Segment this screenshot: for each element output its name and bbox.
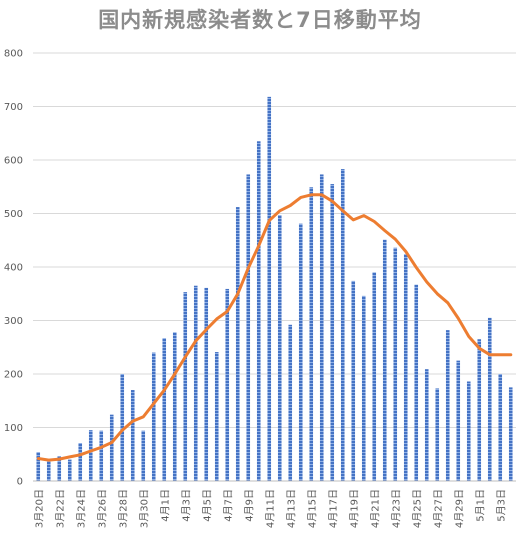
bar <box>330 184 335 481</box>
x-tick-label: 4月11日 <box>264 489 276 528</box>
bar <box>277 215 282 482</box>
bar <box>382 239 387 481</box>
x-tick-label: 3月24日 <box>75 489 87 528</box>
x-tick-label: 3月22日 <box>54 489 66 528</box>
x-tick-label: 4月23日 <box>390 489 402 528</box>
x-tick-label: 4月15日 <box>306 489 318 528</box>
bar <box>57 456 62 481</box>
bar <box>235 207 240 481</box>
bar <box>414 284 419 481</box>
bar <box>403 254 408 481</box>
y-tick-label: 400 <box>4 263 23 274</box>
bar <box>319 174 324 481</box>
y-tick-label: 700 <box>4 102 23 113</box>
x-tick-label: 4月7日 <box>222 489 234 522</box>
bar <box>498 374 503 481</box>
chart-title: 国内新規感染者数と7日移動平均 <box>98 8 422 32</box>
bar <box>361 295 366 481</box>
bar <box>298 223 303 482</box>
bar <box>477 339 482 481</box>
bar <box>162 338 167 481</box>
bar <box>88 430 93 481</box>
bar <box>151 352 156 481</box>
y-tick-label: 0 <box>17 477 23 488</box>
x-tick-label: 4月19日 <box>348 489 360 528</box>
x-tick-label: 5月3日 <box>495 489 507 522</box>
bar <box>99 430 104 481</box>
bar <box>109 414 114 481</box>
bar <box>424 369 429 481</box>
bar <box>78 443 83 481</box>
x-tick-label: 4月27日 <box>432 489 444 528</box>
bar <box>288 324 293 481</box>
bar <box>256 141 261 481</box>
x-tick-label: 4月21日 <box>369 489 381 528</box>
x-tick-label: 4月3日 <box>180 489 192 522</box>
x-tick-label: 3月26日 <box>96 489 108 528</box>
bar <box>508 387 513 481</box>
y-tick-label: 300 <box>4 316 23 327</box>
bar <box>393 247 398 481</box>
x-tick-label: 4月9日 <box>243 489 255 522</box>
y-tick-label: 100 <box>4 423 23 434</box>
bar <box>183 292 188 481</box>
y-tick-label: 800 <box>4 49 23 60</box>
y-tick-label: 500 <box>4 209 23 220</box>
gridlines <box>33 52 516 482</box>
bar <box>130 390 135 481</box>
moving-average-line <box>36 193 513 462</box>
y-tick-label: 200 <box>4 370 23 381</box>
bar <box>204 287 209 481</box>
x-axis: 3月20日 3月22日 3月24日 3月26日 3月28日 3月30日 4月1日 4月3日 4月… <box>33 480 516 528</box>
bar <box>267 96 272 482</box>
x-tick-label: 3月30日 <box>138 489 150 528</box>
bar <box>225 288 230 481</box>
bar <box>36 452 41 481</box>
bar <box>340 169 345 481</box>
x-tick-label: 4月17日 <box>327 489 339 528</box>
bar <box>435 388 440 481</box>
y-axis: 0 100 200 300 400 500 600 700 800 <box>4 49 23 488</box>
x-tick-label: 5月1日 <box>474 489 486 522</box>
moving-average-series <box>36 193 513 462</box>
bar <box>67 459 72 481</box>
bar <box>466 381 471 481</box>
bar <box>445 330 450 481</box>
x-tick-label: 4月25日 <box>411 489 423 528</box>
x-tick-label: 4月29日 <box>453 489 465 528</box>
bar <box>46 460 51 481</box>
bar <box>351 280 356 481</box>
x-tick-label: 4月5日 <box>201 489 213 522</box>
y-tick-label: 600 <box>4 156 23 167</box>
bar <box>214 352 219 481</box>
x-tick-label: 4月1日 <box>159 489 171 522</box>
bar-series <box>36 96 513 482</box>
x-tick-label: 3月28日 <box>117 489 129 528</box>
bar <box>172 332 177 481</box>
bar <box>309 187 314 481</box>
bar <box>141 430 146 481</box>
bar <box>193 285 198 481</box>
bar <box>246 174 251 481</box>
bar <box>456 360 461 481</box>
bar <box>487 317 492 481</box>
x-tick-label: 3月20日 <box>33 489 45 528</box>
x-tick-label: 4月13日 <box>285 489 297 528</box>
bar <box>120 374 125 481</box>
bar <box>372 272 377 481</box>
